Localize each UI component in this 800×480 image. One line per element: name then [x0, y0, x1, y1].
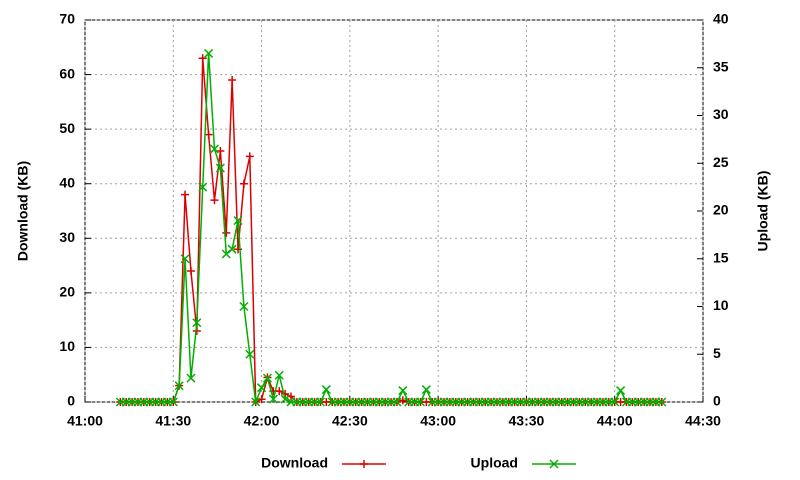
x-tick-label: 43:30	[509, 413, 545, 429]
data-point	[415, 397, 426, 407]
data-point	[221, 249, 231, 259]
data-point	[398, 396, 407, 405]
data-point	[315, 397, 325, 407]
data-point	[398, 386, 408, 396]
y-axis-label: Download (KB)	[15, 161, 31, 261]
data-point	[274, 370, 284, 380]
legend-marker	[360, 460, 368, 468]
data-point	[186, 267, 195, 276]
data-point	[216, 146, 225, 155]
data-point	[421, 385, 431, 395]
y2-tick-label: 0	[713, 393, 721, 409]
x-tick-label: 42:00	[244, 413, 280, 429]
data-point	[268, 394, 278, 404]
y2-tick-label: 40	[713, 11, 729, 27]
y2-tick-label: 30	[713, 106, 729, 122]
data-point	[204, 48, 214, 58]
data-point	[233, 216, 243, 226]
data-point	[321, 385, 331, 395]
x-tick-label: 44:30	[685, 413, 721, 429]
y-tick-label: 10	[59, 338, 75, 354]
data-point	[209, 144, 220, 154]
legend-label: Download	[261, 455, 328, 471]
legend-marker	[549, 459, 559, 469]
y2-tick-label: 15	[713, 249, 729, 265]
data-point	[210, 196, 219, 205]
y-tick-label: 0	[67, 393, 75, 409]
data-point	[198, 54, 207, 63]
y-tick-label: 60	[59, 65, 75, 81]
data-point	[174, 381, 184, 391]
data-point	[222, 228, 231, 237]
data-point	[275, 387, 284, 396]
data-point	[192, 318, 202, 328]
data-point	[245, 349, 255, 359]
x-tick-label: 43:00	[420, 413, 456, 429]
y-tick-label: 40	[59, 174, 75, 190]
data-point	[616, 386, 626, 396]
data-point	[239, 301, 249, 312]
data-point	[280, 394, 290, 404]
legend-label: Upload	[471, 455, 518, 471]
data-point	[262, 373, 272, 383]
y2-tick-label: 25	[713, 154, 729, 170]
y-tick-label: 70	[59, 11, 75, 27]
data-point	[180, 254, 190, 264]
data-point	[204, 130, 213, 139]
data-point	[657, 397, 667, 407]
data-point	[186, 373, 196, 383]
x-tick-label: 42:30	[332, 413, 368, 429]
data-point	[228, 76, 237, 85]
data-point	[181, 190, 190, 199]
data-point	[257, 383, 267, 393]
y2-tick-label: 5	[713, 345, 721, 361]
y2-axis-label: Upload (KB)	[755, 171, 771, 252]
y-tick-label: 20	[59, 284, 75, 300]
y2-tick-label: 10	[713, 297, 729, 313]
data-point	[392, 397, 402, 407]
y2-tick-label: 20	[713, 202, 729, 218]
x-tick-label: 41:30	[155, 413, 191, 429]
y2-tick-label: 35	[713, 58, 729, 74]
data-point	[227, 244, 237, 254]
data-point	[168, 397, 178, 407]
y-tick-label: 50	[59, 120, 75, 136]
y-tick-label: 30	[59, 229, 75, 245]
x-tick-label: 41:00	[67, 413, 103, 429]
data-point	[215, 163, 225, 173]
data-point	[610, 397, 620, 407]
data-point	[251, 397, 261, 407]
data-point	[245, 152, 254, 161]
x-tick-label: 44:00	[597, 413, 633, 429]
plot-frame	[84, 19, 704, 403]
data-point	[198, 182, 208, 192]
data-point	[239, 179, 248, 188]
